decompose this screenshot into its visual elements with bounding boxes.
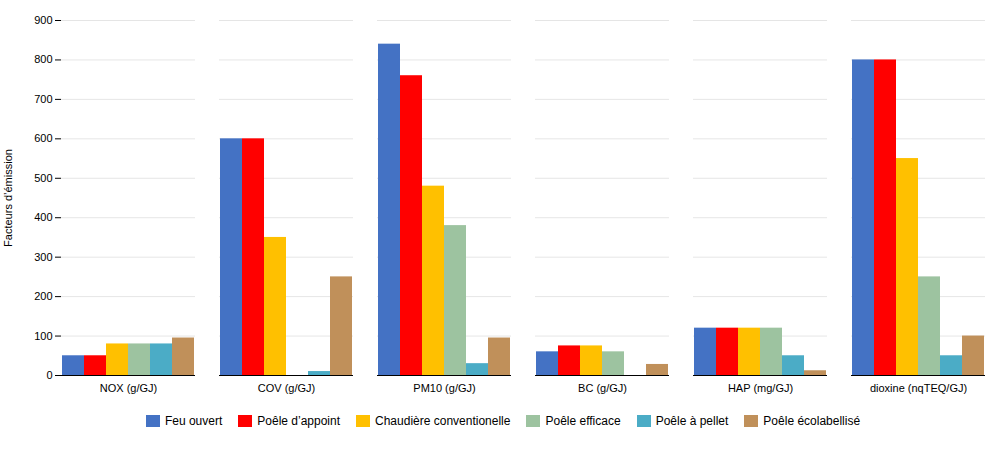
svg-text:800: 800 (34, 53, 52, 65)
html-text:Poêle d’appoint: Poêle d’appoint (257, 414, 340, 428)
svg-text:700: 700 (34, 93, 52, 105)
html-text:Feu ouvert: Feu ouvert (164, 414, 223, 428)
svg-text:100: 100 (34, 330, 52, 342)
svg-text:600: 600 (34, 132, 52, 144)
svg-text:400: 400 (34, 211, 52, 223)
html-text:Poêle écolabellisé: Poêle écolabellisé (763, 414, 861, 428)
svg-text:300: 300 (34, 251, 52, 263)
html-text:Poêle efficace: Poêle efficace (545, 414, 621, 428)
svg-text:500: 500 (34, 172, 52, 184)
svg-text:200: 200 (34, 290, 52, 302)
svg-text:PM10 (g/GJ): PM10 (g/GJ) (413, 382, 475, 394)
svg-text:NOX (g/GJ): NOX (g/GJ) (100, 382, 157, 394)
svg-text:COV (g/GJ): COV (g/GJ) (258, 382, 315, 394)
svg-text:0: 0 (46, 369, 52, 381)
html-text:Chaudière conventionelle: Chaudière conventionelle (375, 414, 511, 428)
html-text:Poêle à pellet: Poêle à pellet (655, 414, 729, 428)
svg-text:HAP (mg/GJ): HAP (mg/GJ) (728, 382, 793, 394)
svg-text:Facteurs d’émission: Facteurs d’émission (2, 149, 14, 247)
svg-text:BC (g/GJ): BC (g/GJ) (578, 382, 627, 394)
svg-text:dioxine (nqTEQ/GJ): dioxine (nqTEQ/GJ) (870, 382, 967, 394)
svg-text:900: 900 (34, 14, 52, 26)
